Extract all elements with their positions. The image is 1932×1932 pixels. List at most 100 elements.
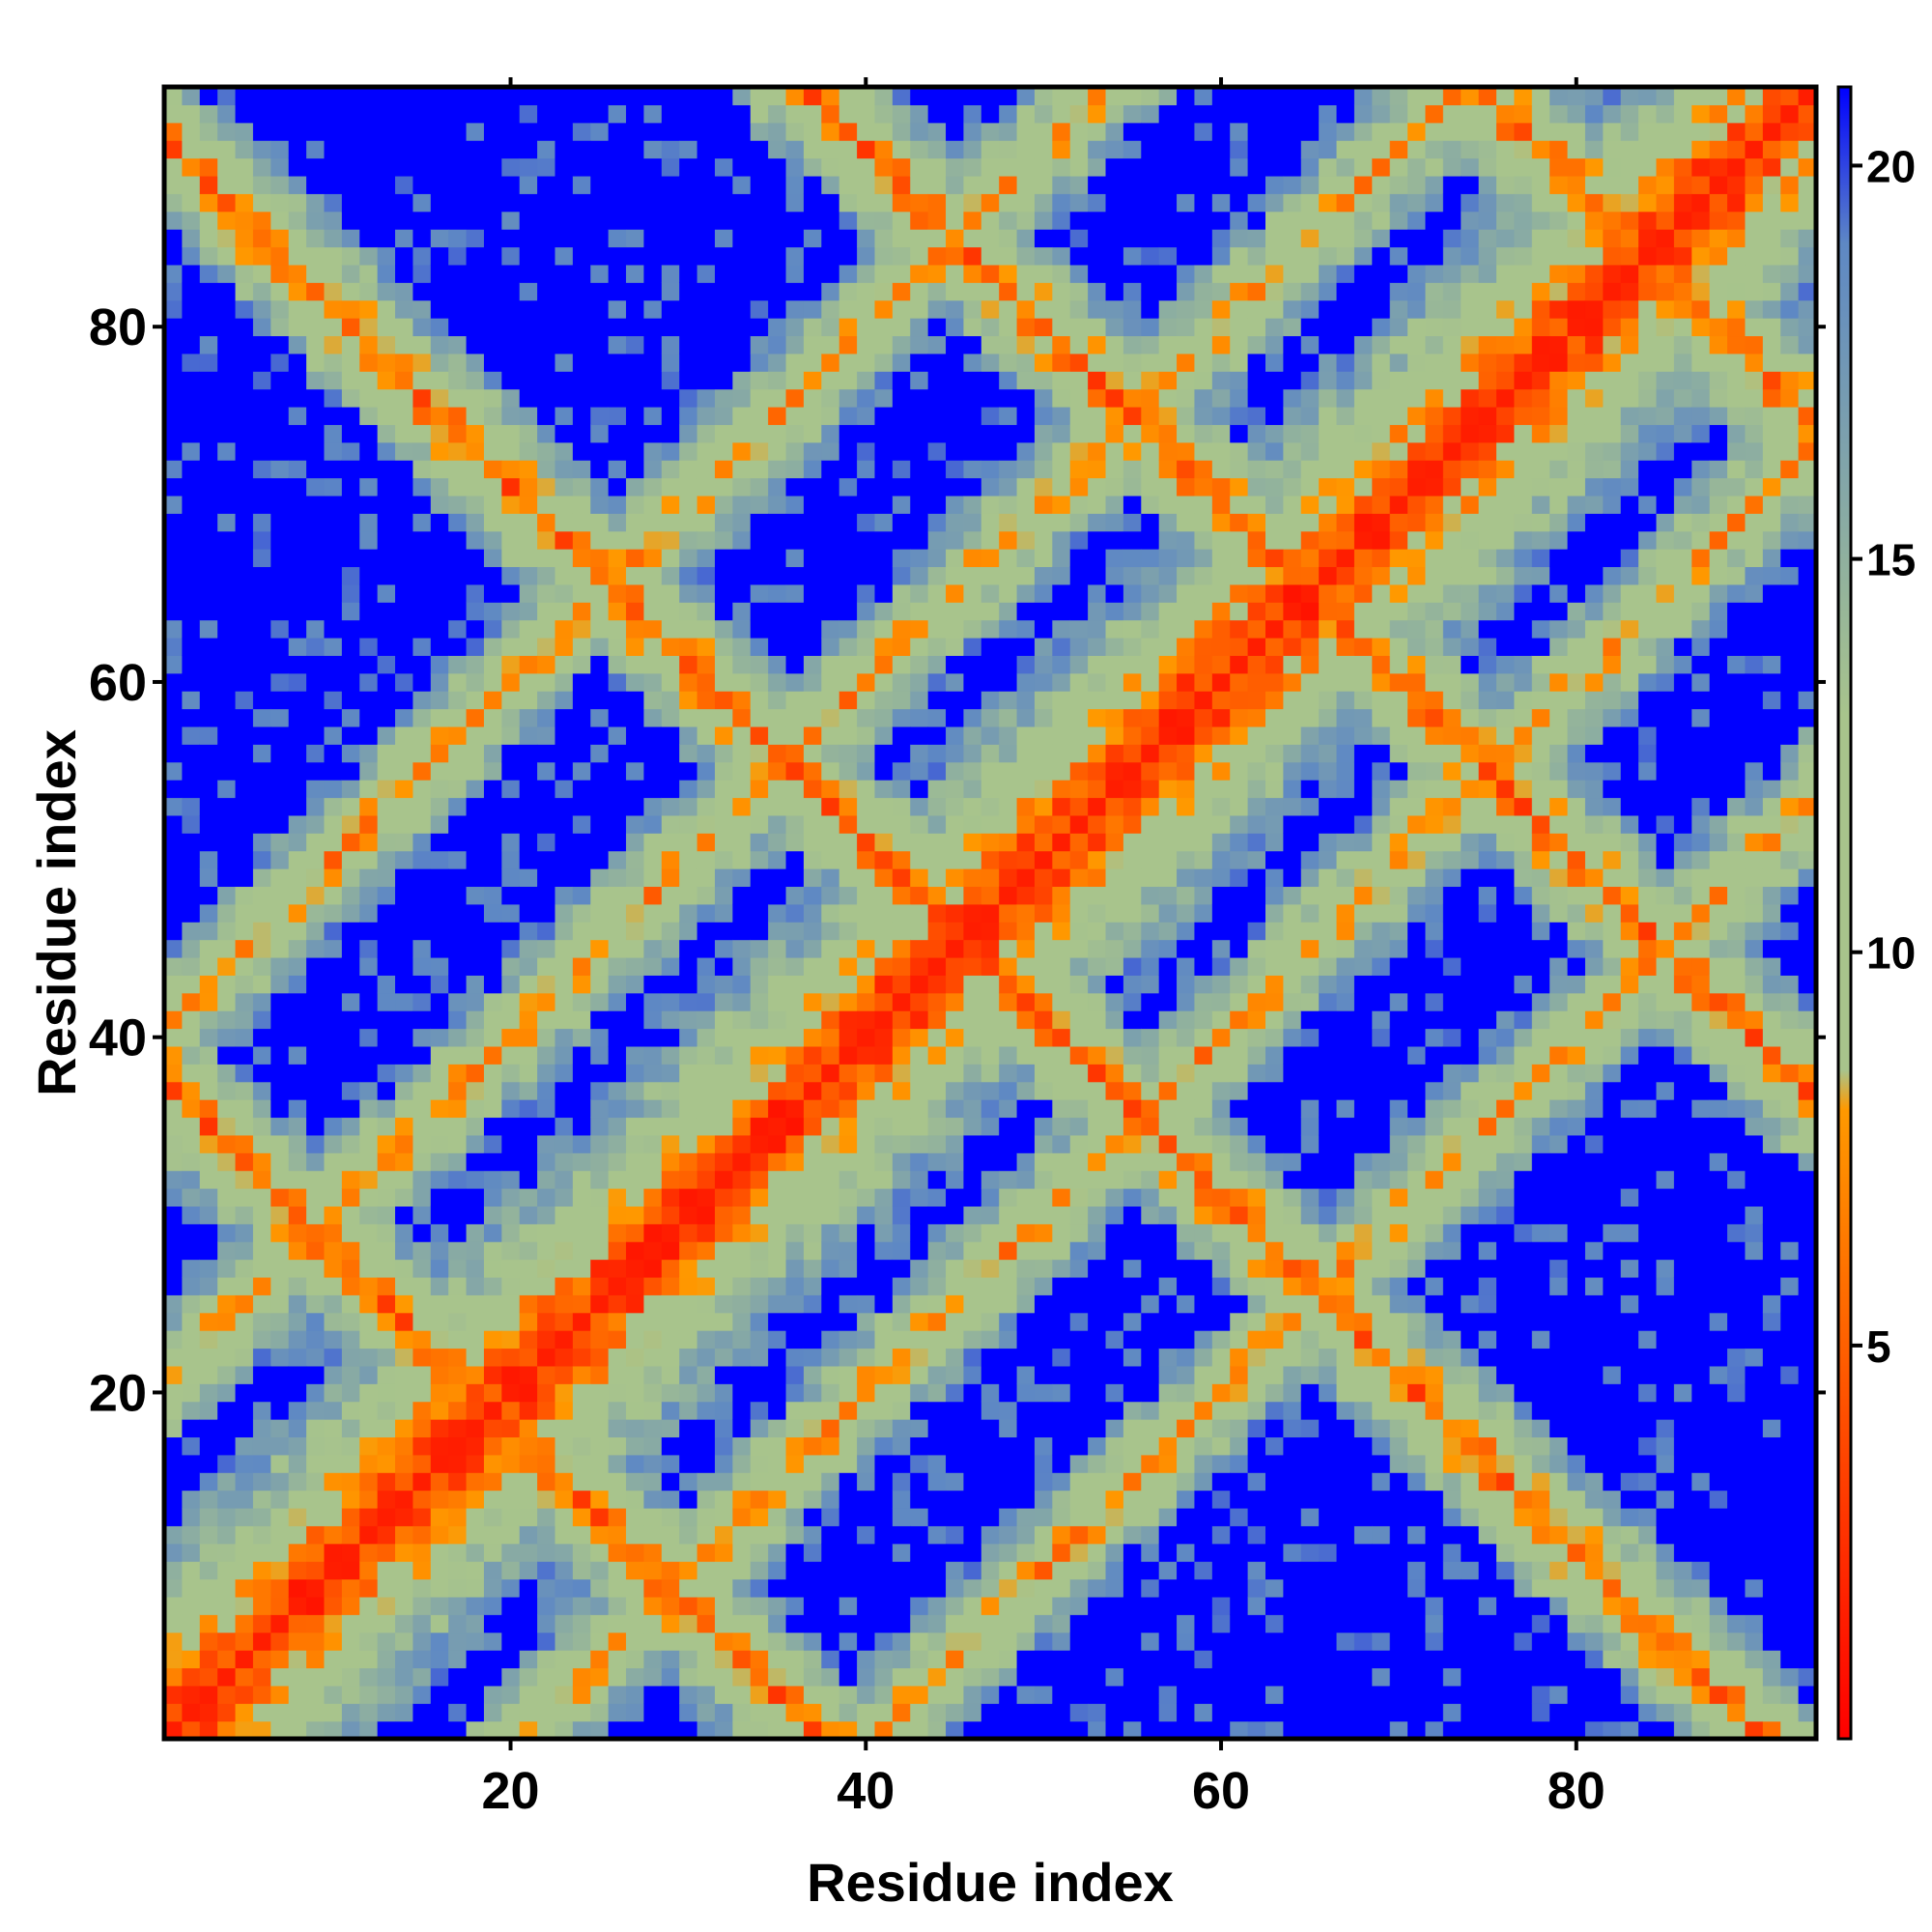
heatmap-cell <box>537 922 556 941</box>
heatmap-cell <box>1105 1703 1124 1722</box>
heatmap-cell <box>1069 655 1089 674</box>
heatmap-cell <box>519 175 538 194</box>
heatmap-cell <box>306 264 326 283</box>
heatmap-cell <box>1052 424 1071 443</box>
heatmap-cell <box>537 566 556 585</box>
heatmap-cell <box>910 1703 929 1722</box>
heatmap-cell <box>1105 583 1124 603</box>
heatmap-cell <box>395 1490 414 1509</box>
heatmap-cell <box>910 655 929 674</box>
heatmap-cell <box>768 1454 787 1473</box>
heatmap-cell <box>235 530 254 550</box>
heatmap-cell <box>1052 530 1071 550</box>
heatmap-cell <box>661 530 680 550</box>
heatmap-cell <box>483 1010 502 1030</box>
heatmap-cell <box>643 211 663 230</box>
heatmap-cell <box>377 1632 396 1651</box>
heatmap-cell <box>199 1632 218 1651</box>
heatmap-cell <box>1034 886 1053 905</box>
heatmap-cell <box>768 335 787 355</box>
heatmap-cell <box>643 868 663 888</box>
heatmap-cell <box>821 691 840 710</box>
heatmap-cell <box>803 530 822 550</box>
heatmap-cell <box>412 672 432 692</box>
heatmap-cell <box>1052 725 1071 745</box>
heatmap-cell <box>679 1614 698 1634</box>
heatmap-cell <box>910 1720 929 1740</box>
heatmap-cell <box>768 371 787 390</box>
heatmap-cell <box>324 1507 343 1526</box>
heatmap-cell <box>946 922 965 941</box>
heatmap-cell <box>252 1578 271 1598</box>
heatmap-cell <box>1105 1312 1124 1331</box>
heatmap-cell <box>324 1703 343 1722</box>
heatmap-cell <box>785 1064 805 1083</box>
heatmap-cell <box>927 850 947 869</box>
heatmap-cell <box>217 104 237 124</box>
heatmap-cell <box>430 318 449 337</box>
heatmap-cell <box>679 1561 698 1580</box>
heatmap-cell <box>199 1561 218 1580</box>
heatmap-cell <box>927 318 947 337</box>
heatmap-cell <box>857 1561 876 1580</box>
heatmap-cell <box>572 691 591 710</box>
heatmap-cell <box>838 211 858 230</box>
heatmap-cell <box>1016 1028 1036 1047</box>
heatmap-cell <box>252 992 271 1011</box>
heatmap-cell <box>324 530 343 550</box>
heatmap-cell <box>838 1561 858 1580</box>
heatmap-cell <box>696 566 716 585</box>
heatmap-cell <box>466 1578 485 1598</box>
heatmap-cell <box>946 175 965 194</box>
heatmap-cell <box>288 1188 307 1207</box>
heatmap-cell <box>892 441 911 461</box>
heatmap-cell <box>910 246 929 266</box>
heatmap-cell <box>199 1348 218 1367</box>
heatmap-cell <box>235 868 254 888</box>
heatmap-cell <box>715 1401 733 1420</box>
heatmap-cell <box>1088 87 1107 105</box>
heatmap-cell <box>732 1276 752 1295</box>
heatmap-cell <box>626 388 645 408</box>
heatmap-cell <box>483 868 502 888</box>
heatmap-cell <box>537 460 556 479</box>
heatmap-cell <box>466 602 485 621</box>
heatmap-cell <box>448 1632 468 1651</box>
heatmap-cell <box>554 140 574 159</box>
heatmap-cell <box>572 797 591 816</box>
heatmap-cell <box>377 797 396 816</box>
heatmap-cell <box>288 406 307 425</box>
heatmap-cell <box>608 780 627 799</box>
heatmap-cell <box>341 388 360 408</box>
heatmap-cell <box>857 1632 876 1651</box>
heatmap-cell <box>448 549 468 568</box>
heatmap-cell <box>448 460 468 479</box>
heatmap-cell <box>590 780 610 799</box>
heatmap-cell <box>999 264 1018 283</box>
heatmap-cell <box>892 1064 911 1083</box>
heatmap-cell <box>999 1614 1018 1634</box>
heatmap-cell <box>768 655 787 674</box>
heatmap-cell <box>164 1507 183 1526</box>
heatmap-cell <box>466 868 485 888</box>
heatmap-cell <box>643 708 663 727</box>
heatmap-cell <box>519 87 538 105</box>
heatmap-cell <box>679 299 698 319</box>
heatmap-cell <box>857 513 876 532</box>
heatmap-cell <box>554 655 574 674</box>
heatmap-cell <box>927 691 947 710</box>
heatmap-cell <box>572 602 591 621</box>
heatmap-cell <box>643 1241 663 1261</box>
heatmap-cell <box>466 1436 485 1456</box>
heatmap-cell <box>946 708 965 727</box>
heatmap-cell <box>750 87 769 105</box>
heatmap-cell <box>1016 672 1036 692</box>
heatmap-cell <box>803 406 822 425</box>
heatmap-cell <box>874 1330 894 1350</box>
heatmap-cell <box>483 975 502 994</box>
heatmap-cell <box>252 1401 271 1420</box>
heatmap-cell <box>732 1117 752 1136</box>
heatmap-cell <box>590 477 610 497</box>
heatmap-cell <box>341 1117 360 1136</box>
heatmap-cell <box>395 1436 414 1456</box>
